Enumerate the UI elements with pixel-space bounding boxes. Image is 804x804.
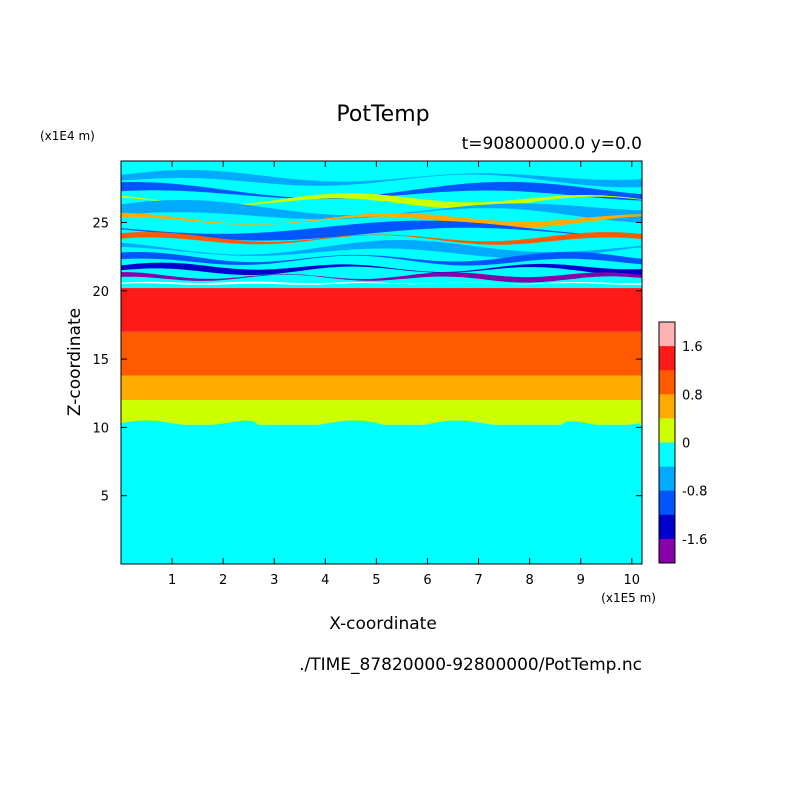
colorbar-swatch-5 [659, 442, 675, 468]
x-tick-label-8: 9 [577, 573, 585, 588]
colorbar: 1.6 0.8 0 -0.8 -1.6 [658, 321, 707, 564]
x-tick-label-1: 2 [219, 573, 227, 588]
stratosphere-band-6 [121, 232, 642, 245]
stratosphere-band-1 [121, 181, 642, 201]
colorbar-swatch-8 [659, 514, 675, 540]
y-unit-label: (x1E4 m) [40, 129, 95, 143]
y-axis-title: Z-coordinate [65, 308, 85, 416]
stratosphere-band-11 [121, 281, 642, 285]
stratosphere-band-8 [121, 251, 642, 266]
chart-title: PotTemp [336, 102, 429, 127]
x-tick-label-6: 7 [474, 573, 482, 588]
colorbar-swatch-0 [659, 322, 675, 347]
x-tick-label-2: 3 [270, 573, 278, 588]
plot-frame [120, 160, 643, 565]
colorbar-swatch-9 [659, 538, 675, 564]
stratosphere-band-3 [121, 199, 642, 223]
layer-4 [121, 288, 642, 332]
x-tick-label-4: 5 [372, 573, 380, 588]
x-axis-title: X-coordinate [329, 614, 437, 634]
colorbar-label-4: -1.6 [682, 533, 707, 548]
colorbar-swatch-6 [659, 466, 675, 492]
layer-1 [121, 400, 642, 425]
colorbar-label-0: 1.6 [682, 340, 703, 355]
colorbar-swatch-4 [659, 418, 675, 443]
colorbar-swatch-7 [659, 490, 675, 516]
colorbar-frame [658, 321, 676, 564]
x-tick-label-9: 10 [624, 573, 641, 588]
y-tick-label-4: 25 [92, 216, 109, 231]
lower-layer-boundary [121, 420, 642, 564]
colorbar-label-3: -0.8 [682, 485, 707, 500]
stratosphere-band-9 [121, 262, 642, 276]
colorbar-swatch-2 [659, 370, 675, 395]
colorbar-label-2: 0 [682, 437, 690, 452]
chart-subtitle: t=90800000.0 y=0.0 [462, 134, 642, 154]
stratosphere-band-7 [121, 240, 642, 259]
x-tick-label-5: 6 [423, 573, 431, 588]
x-tick-label-0: 1 [168, 573, 176, 588]
y-tick-label-1: 10 [92, 421, 109, 436]
stratosphere-band-5 [121, 220, 642, 241]
y-tick-label-3: 20 [92, 285, 109, 300]
stratosphere-band-10 [121, 272, 642, 283]
y-tick-label-0: 5 [101, 490, 109, 505]
layer-3 [121, 331, 642, 376]
y-tick-label-2: 15 [92, 353, 109, 368]
stratosphere-band-0 [121, 170, 642, 188]
x-unit-label: (x1E5 m) [601, 591, 656, 605]
stratosphere-band-4 [121, 212, 642, 228]
x-tick-label-7: 8 [525, 573, 533, 588]
source-filename: ./TIME_87820000-92800000/PotTemp.nc [299, 655, 642, 675]
plot-area [121, 161, 642, 564]
colorbar-swatch-3 [659, 394, 675, 419]
y-axis: 5 10 15 20 25 [92, 216, 642, 505]
colorbar-label-1: 0.8 [682, 388, 703, 403]
layer-2 [121, 375, 642, 401]
colorbar-swatch-1 [659, 346, 675, 371]
x-axis: 1 2 3 4 5 6 7 8 9 10 [168, 161, 640, 588]
x-tick-label-3: 4 [321, 573, 329, 588]
